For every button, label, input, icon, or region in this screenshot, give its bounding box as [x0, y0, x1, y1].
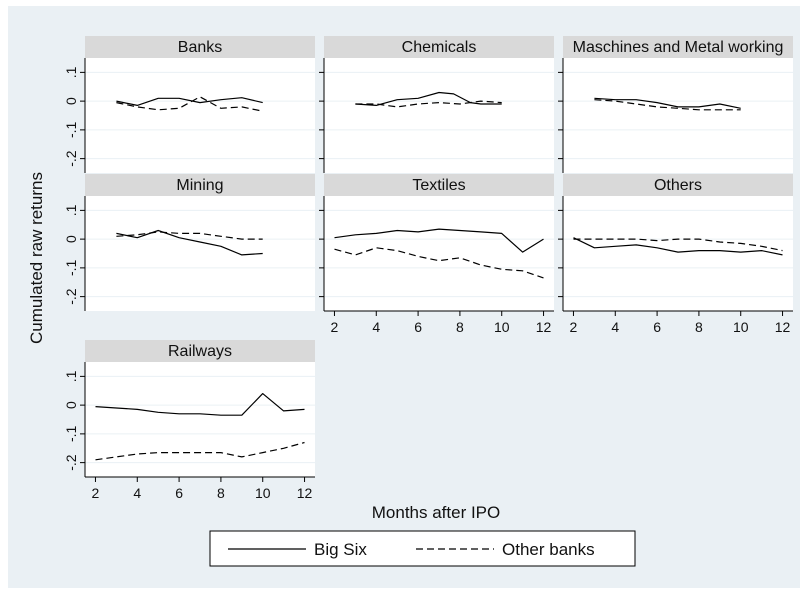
y-tick-label: -.2: [63, 454, 79, 471]
plot-area: [563, 196, 793, 311]
y-tick-label: .1: [63, 204, 79, 216]
plot-area: [324, 58, 554, 173]
x-tick-label: 2: [570, 319, 578, 335]
series-line-other-banks: [573, 238, 783, 252]
y-tick-label: -.1: [63, 121, 79, 138]
series-line-big-six: [594, 97, 741, 109]
legend-label-other-banks: Other banks: [502, 540, 595, 559]
x-tick-label: 6: [175, 485, 183, 501]
y-tick-label: -.1: [63, 425, 79, 442]
x-tick-label: 4: [133, 485, 141, 501]
panel-maschines-and-metal-working: Maschines and Metal working: [558, 36, 793, 173]
panel-title: Railways: [168, 343, 232, 360]
panel-strip: [85, 340, 315, 362]
series-line-other-banks: [594, 99, 741, 111]
x-tick-label: 6: [653, 319, 661, 335]
panel-banks: Banks .1 0 -.1 -.2: [63, 36, 315, 173]
panel-strip: [563, 174, 793, 196]
panel-title: Banks: [178, 39, 222, 56]
series-line-big-six: [95, 393, 305, 416]
plot-area: [85, 196, 315, 311]
series-line-big-six: [355, 91, 502, 106]
panel-title: Mining: [176, 177, 223, 194]
x-tick-label: 8: [695, 319, 703, 335]
legend-label-big-six: Big Six: [314, 540, 367, 559]
x-tick-label: 4: [611, 319, 619, 335]
panel-title: Chemicals: [402, 39, 477, 56]
x-tick-label: 10: [494, 319, 510, 335]
panel-strip: [324, 174, 554, 196]
x-tick-label: 10: [255, 485, 271, 501]
panel-textiles: Textiles 2 4 6 8 10 12: [319, 174, 554, 335]
y-tick-label: 0: [63, 97, 79, 105]
series-line-big-six: [116, 97, 263, 106]
x-tick-label: 12: [536, 319, 552, 335]
series-line-other-banks: [116, 96, 263, 112]
x-tick-label: 10: [733, 319, 749, 335]
x-tick-label: 12: [775, 319, 791, 335]
panel-railways: Railways .1 0 -.1 -.2 2 4 6 8 10 12: [63, 340, 315, 501]
y-tick-label: 0: [63, 235, 79, 243]
panel-title: Textiles: [412, 177, 465, 194]
y-tick-label: .1: [63, 66, 79, 78]
series-line-other-banks: [116, 231, 263, 240]
x-tick-label: 4: [372, 319, 380, 335]
panel-strip: [563, 36, 793, 58]
plot-area: [85, 362, 315, 477]
x-tick-label: 12: [297, 485, 313, 501]
series-line-big-six: [334, 228, 544, 253]
panel-title: Others: [654, 177, 702, 194]
panel-title: Maschines and Metal working: [573, 39, 784, 56]
y-tick-label: -.1: [63, 259, 79, 276]
y-tick-label: -.2: [63, 150, 79, 167]
plot-area: [324, 196, 554, 311]
x-tick-label: 8: [217, 485, 225, 501]
series-line-other-banks: [95, 441, 305, 461]
panel-strip: [324, 36, 554, 58]
y-tick-label: -.2: [63, 288, 79, 305]
x-tick-label: 2: [92, 485, 100, 501]
series-line-big-six: [573, 237, 783, 256]
panel-mining: Mining .1 0 -.1 -.2: [63, 174, 315, 311]
panel-chemicals: Chemicals: [319, 36, 554, 173]
x-tick-label: 2: [331, 319, 339, 335]
y-tick-label: .1: [63, 370, 79, 382]
series-line-other-banks: [334, 247, 544, 279]
series-line-big-six: [116, 229, 263, 256]
x-axis-title: Months after IPO: [372, 503, 501, 522]
series-line-other-banks: [355, 100, 502, 108]
panel-strip: [85, 36, 315, 58]
y-tick-label: 0: [63, 401, 79, 409]
x-tick-label: 6: [414, 319, 422, 335]
plot-area: [563, 58, 793, 173]
x-tick-label: 8: [456, 319, 464, 335]
y-axis-title: Cumulated raw returns: [27, 172, 46, 344]
panel-strip: [85, 174, 315, 196]
panel-others: Others 2 4 6 8 10 12: [558, 174, 793, 335]
plot-area: [85, 58, 315, 173]
legend: Big Six Other banks: [209, 530, 636, 567]
